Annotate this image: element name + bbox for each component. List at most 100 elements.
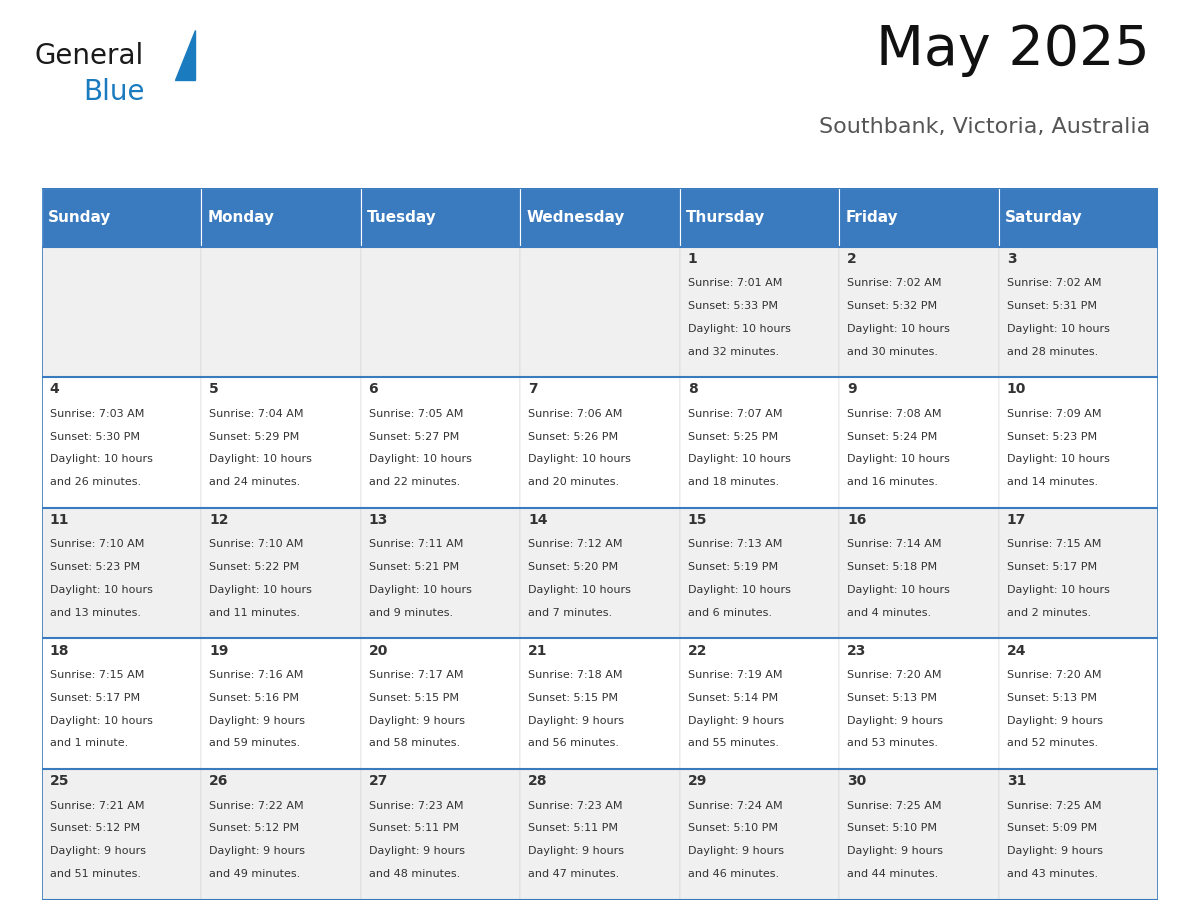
Text: Sunrise: 7:18 AM: Sunrise: 7:18 AM xyxy=(529,670,623,680)
Text: Daylight: 9 hours: Daylight: 9 hours xyxy=(688,716,784,725)
Text: Sunrise: 7:09 AM: Sunrise: 7:09 AM xyxy=(1006,409,1101,419)
Bar xyxy=(42,769,201,900)
Bar xyxy=(520,188,680,247)
Text: Sunset: 5:13 PM: Sunset: 5:13 PM xyxy=(1006,693,1097,703)
Text: and 1 minute.: and 1 minute. xyxy=(50,738,128,748)
Text: Sunset: 5:33 PM: Sunset: 5:33 PM xyxy=(688,301,778,311)
Text: Sunrise: 7:11 AM: Sunrise: 7:11 AM xyxy=(368,539,463,549)
Text: Sunrise: 7:03 AM: Sunrise: 7:03 AM xyxy=(50,409,144,419)
Text: Daylight: 10 hours: Daylight: 10 hours xyxy=(847,324,950,334)
Text: Sunset: 5:22 PM: Sunset: 5:22 PM xyxy=(209,562,299,572)
Text: Daylight: 10 hours: Daylight: 10 hours xyxy=(1006,454,1110,465)
Text: 3: 3 xyxy=(1006,252,1017,265)
Text: Daylight: 10 hours: Daylight: 10 hours xyxy=(847,585,950,595)
Text: and 13 minutes.: and 13 minutes. xyxy=(50,608,140,618)
Text: Sunset: 5:29 PM: Sunset: 5:29 PM xyxy=(209,431,299,442)
Text: Sunrise: 7:15 AM: Sunrise: 7:15 AM xyxy=(1006,539,1101,549)
Text: Sunrise: 7:25 AM: Sunrise: 7:25 AM xyxy=(1006,800,1101,811)
Text: Sunset: 5:12 PM: Sunset: 5:12 PM xyxy=(209,823,299,834)
Text: Sunrise: 7:08 AM: Sunrise: 7:08 AM xyxy=(847,409,942,419)
Text: 21: 21 xyxy=(529,644,548,657)
Bar xyxy=(201,769,361,900)
Text: Sunset: 5:25 PM: Sunset: 5:25 PM xyxy=(688,431,778,442)
Bar xyxy=(361,769,520,900)
Text: Sunset: 5:15 PM: Sunset: 5:15 PM xyxy=(529,693,618,703)
Text: Daylight: 10 hours: Daylight: 10 hours xyxy=(209,454,312,465)
Text: Daylight: 10 hours: Daylight: 10 hours xyxy=(1006,324,1110,334)
Text: and 52 minutes.: and 52 minutes. xyxy=(1006,738,1098,748)
Text: Sunrise: 7:06 AM: Sunrise: 7:06 AM xyxy=(529,409,623,419)
Text: Daylight: 9 hours: Daylight: 9 hours xyxy=(50,846,146,856)
Text: 5: 5 xyxy=(209,383,219,397)
Text: Sunset: 5:11 PM: Sunset: 5:11 PM xyxy=(529,823,618,834)
Text: Sunrise: 7:12 AM: Sunrise: 7:12 AM xyxy=(529,539,623,549)
Bar xyxy=(361,508,520,638)
Text: and 9 minutes.: and 9 minutes. xyxy=(368,608,453,618)
Text: Tuesday: Tuesday xyxy=(367,210,437,225)
Text: Sunset: 5:17 PM: Sunset: 5:17 PM xyxy=(1006,562,1097,572)
Bar xyxy=(680,508,839,638)
Bar xyxy=(839,377,999,508)
Bar xyxy=(680,769,839,900)
Text: Sunday: Sunday xyxy=(48,210,112,225)
Text: 15: 15 xyxy=(688,513,707,527)
Bar xyxy=(361,377,520,508)
Text: 7: 7 xyxy=(529,383,538,397)
Text: and 47 minutes.: and 47 minutes. xyxy=(529,869,619,879)
Text: General: General xyxy=(34,41,144,70)
Text: Daylight: 9 hours: Daylight: 9 hours xyxy=(209,846,305,856)
Text: 17: 17 xyxy=(1006,513,1026,527)
Text: Blue: Blue xyxy=(83,78,145,106)
Text: Sunrise: 7:04 AM: Sunrise: 7:04 AM xyxy=(209,409,304,419)
Text: Sunrise: 7:23 AM: Sunrise: 7:23 AM xyxy=(529,800,623,811)
Text: Saturday: Saturday xyxy=(1005,210,1083,225)
Text: Sunrise: 7:21 AM: Sunrise: 7:21 AM xyxy=(50,800,144,811)
Text: May 2025: May 2025 xyxy=(877,23,1150,77)
Text: Sunrise: 7:14 AM: Sunrise: 7:14 AM xyxy=(847,539,942,549)
Text: Sunset: 5:18 PM: Sunset: 5:18 PM xyxy=(847,562,937,572)
Text: and 16 minutes.: and 16 minutes. xyxy=(847,477,939,487)
Text: 16: 16 xyxy=(847,513,866,527)
Bar xyxy=(201,188,361,247)
Text: 14: 14 xyxy=(529,513,548,527)
Text: and 7 minutes.: and 7 minutes. xyxy=(529,608,612,618)
Text: and 6 minutes.: and 6 minutes. xyxy=(688,608,772,618)
Text: Sunrise: 7:23 AM: Sunrise: 7:23 AM xyxy=(368,800,463,811)
Text: Sunset: 5:20 PM: Sunset: 5:20 PM xyxy=(529,562,618,572)
Text: Sunrise: 7:20 AM: Sunrise: 7:20 AM xyxy=(1006,670,1101,680)
Text: Sunset: 5:10 PM: Sunset: 5:10 PM xyxy=(688,823,778,834)
Bar xyxy=(839,638,999,769)
Text: Sunrise: 7:15 AM: Sunrise: 7:15 AM xyxy=(50,670,144,680)
Bar xyxy=(680,188,839,247)
Text: Daylight: 9 hours: Daylight: 9 hours xyxy=(1006,716,1102,725)
Bar xyxy=(839,188,999,247)
Text: Sunset: 5:11 PM: Sunset: 5:11 PM xyxy=(368,823,459,834)
Text: Friday: Friday xyxy=(846,210,898,225)
Text: Daylight: 9 hours: Daylight: 9 hours xyxy=(529,846,624,856)
Text: Daylight: 10 hours: Daylight: 10 hours xyxy=(688,324,790,334)
Text: and 11 minutes.: and 11 minutes. xyxy=(209,608,301,618)
Bar xyxy=(42,638,201,769)
Text: 4: 4 xyxy=(50,383,59,397)
Text: Sunset: 5:27 PM: Sunset: 5:27 PM xyxy=(368,431,459,442)
Text: 1: 1 xyxy=(688,252,697,265)
Text: Daylight: 10 hours: Daylight: 10 hours xyxy=(209,585,312,595)
Text: and 28 minutes.: and 28 minutes. xyxy=(1006,347,1098,356)
Text: Daylight: 9 hours: Daylight: 9 hours xyxy=(688,846,784,856)
Text: Sunset: 5:16 PM: Sunset: 5:16 PM xyxy=(209,693,299,703)
Text: and 46 minutes.: and 46 minutes. xyxy=(688,869,779,879)
Text: Daylight: 9 hours: Daylight: 9 hours xyxy=(1006,846,1102,856)
Bar xyxy=(520,247,680,377)
Bar xyxy=(999,508,1158,638)
Text: 2: 2 xyxy=(847,252,857,265)
Text: 6: 6 xyxy=(368,383,378,397)
Text: 23: 23 xyxy=(847,644,866,657)
Bar xyxy=(361,638,520,769)
Text: and 48 minutes.: and 48 minutes. xyxy=(368,869,460,879)
Text: and 32 minutes.: and 32 minutes. xyxy=(688,347,779,356)
Text: Monday: Monday xyxy=(208,210,274,225)
Text: Daylight: 10 hours: Daylight: 10 hours xyxy=(368,585,472,595)
Text: Sunset: 5:26 PM: Sunset: 5:26 PM xyxy=(529,431,618,442)
Text: Daylight: 10 hours: Daylight: 10 hours xyxy=(847,454,950,465)
Text: and 20 minutes.: and 20 minutes. xyxy=(529,477,619,487)
